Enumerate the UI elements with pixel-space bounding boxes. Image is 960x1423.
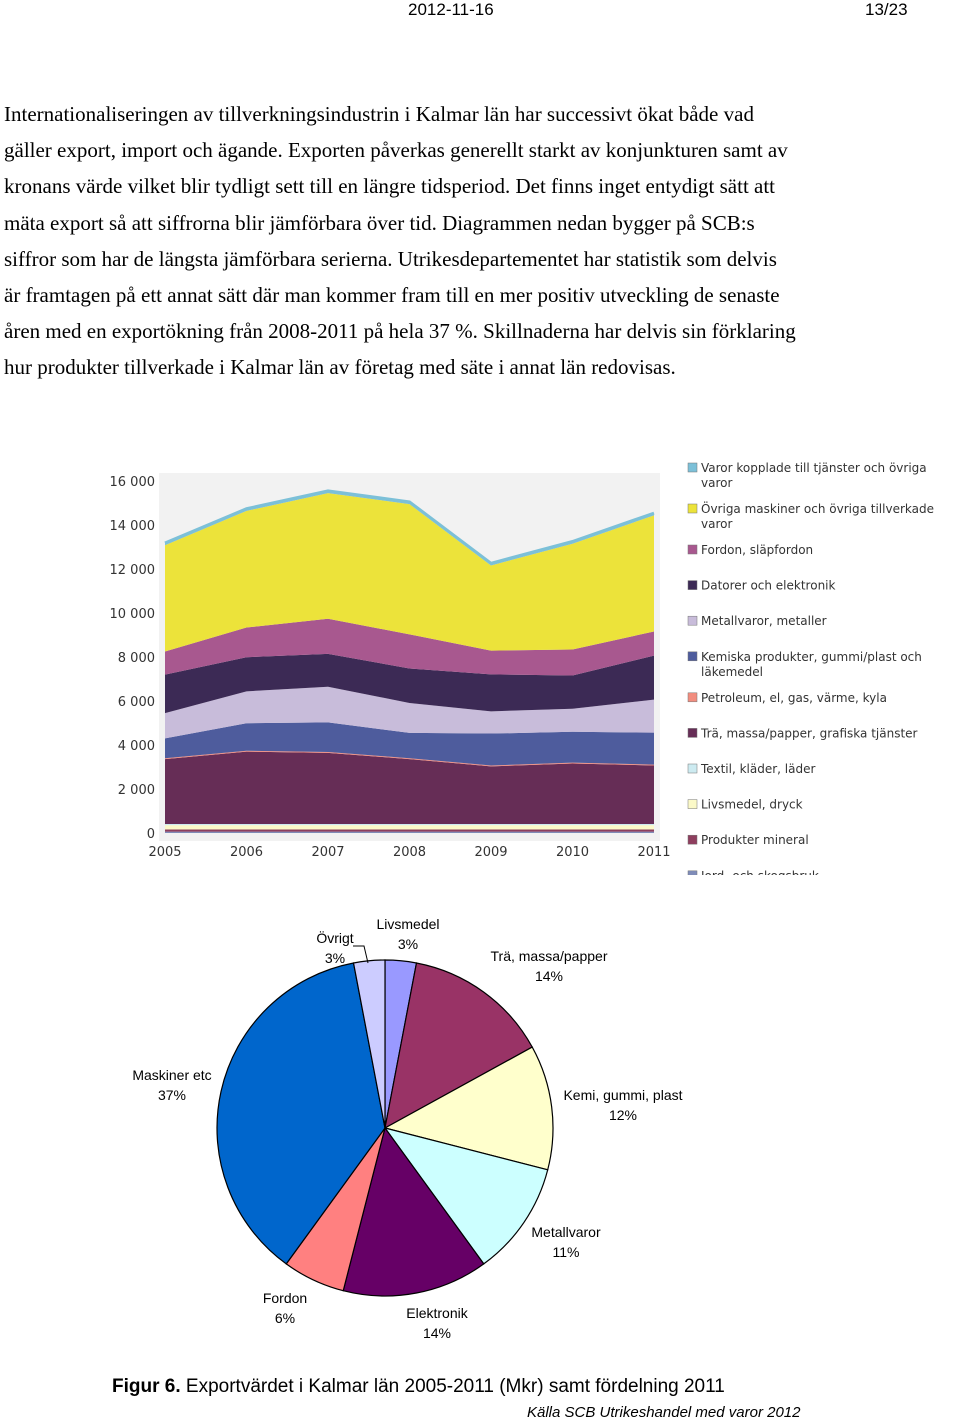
pie-slice-percent: 14% [535,968,563,984]
pie-leader-line [353,945,369,964]
legend-swatch [687,728,698,738]
paragraph-line: kronans värde vilket blir tydligt sett t… [4,174,776,199]
area-series [165,618,654,676]
legend-swatch [687,544,698,555]
legend-swatch [687,763,698,774]
legend-label: Trä, massa/papper, grafiska tjänster [700,726,918,740]
legend-label: Textil, kläder, läder [700,762,815,776]
area-series [165,686,654,739]
pie-slice-percent: 3% [325,950,345,966]
figure-label: Figur 6. [112,1376,181,1397]
y-tick-label: 12 000 [110,563,156,578]
area-series [165,829,654,832]
pie-slice-label: Trä, massa/papper [491,948,608,964]
pie-slice-label: Maskiner etc [132,1067,211,1083]
paragraph-line: siffror som har de längsta jämförbara se… [4,246,777,271]
figure-source: Källa SCB Utrikeshandel med varor 2012 [527,1404,801,1421]
paragraph-line: är framtagen på ett annat sätt där man k… [4,283,780,308]
page-number: 13/23 [865,0,908,19]
area-series [165,751,654,824]
y-tick-label: 16 000 [110,475,156,490]
pie-slice-percent: 12% [609,1107,637,1123]
y-tick-label: 10 000 [110,607,156,622]
x-tick-label: 2009 [474,845,507,860]
figure-caption-text: Exportvärdet i Kalmar län 2005-2011 (Mkr… [180,1376,725,1397]
legend-label: läkemedel [701,665,763,679]
legend-label: Petroleum, el, gas, värme, kyla [701,691,887,705]
y-tick-label: 4 000 [118,739,155,754]
legend-label: Varor kopplade till tjänster och övriga [701,461,927,475]
export-pie-chart: Livsmedel 3% Trä, massa/papper 14% Kemi, gum… [132,916,682,1341]
legend-swatch [687,503,698,514]
pie-slice [383,1046,554,1171]
x-tick-label: 2008 [393,845,426,860]
area-series [165,831,654,833]
pie-slice-label: Kemi, gummi, plast [563,1087,682,1103]
area-series [165,722,654,766]
legend-swatch [687,651,698,662]
paragraph-line: hur produkter tillverkade i Kalmar län a… [4,355,676,380]
area-top-line [164,489,655,565]
area-series [165,653,654,714]
legend-label: Datorer och elektronik [701,579,836,593]
y-tick-label: 0 [147,827,155,842]
pie-slice-percent: 37% [158,1087,186,1103]
pie-slice [384,962,534,1130]
pie-slice [383,1127,549,1265]
area-series [165,750,654,767]
legend-label: Övriga maskiner och övriga tillverkade [701,500,934,516]
legend-label: varor [701,476,732,490]
legend-swatch [687,462,698,473]
legend-swatch [687,799,698,809]
y-tick-label: 2 000 [118,783,155,798]
pie-slice-label: Metallvaror [531,1224,601,1240]
body-paragraph: Internationaliseringen av tillverkningsi… [4,96,924,386]
export-area-chart: 0 2 000 4 000 6 000 8 000 10 000 12 000 14 000 1… [110,461,934,875]
pie-slice-percent: 3% [398,936,418,952]
pie-slice-label: Fordon [263,1290,307,1306]
pie-slice-percent: 11% [553,1244,580,1260]
pie-slice-percent: 6% [275,1310,295,1326]
x-tick-label: 2011 [637,845,670,860]
legend-label: varor [701,517,732,531]
legend-label: Kemiska produkter, gummi/plast och [701,650,922,664]
legend-swatch [687,692,698,703]
legend-label: Metallvaror, metaller [701,614,827,628]
paragraph-line: Internationaliseringen av tillverkningsi… [4,102,754,126]
pie-slice [352,959,386,1129]
paragraph-line: mäta export så att siffrorna blir jämför… [4,210,755,235]
legend-label: Fordon, släpfordon [701,543,813,557]
pie-slice-label: Livsmedel [376,916,439,932]
y-tick-label: 6 000 [118,695,155,710]
legend-swatch [687,834,698,845]
legend-label: Jord- och skogsbruk [700,869,819,875]
y-tick-label: 8 000 [118,651,155,666]
legend-swatch [687,615,698,626]
area-series [165,823,654,826]
pie-slice-label: Övrigt [316,929,353,946]
legend-label: Livsmedel, dryck [701,798,803,812]
header-date: 2012-11-16 [408,0,494,19]
x-tick-label: 2006 [230,845,263,860]
legend-swatch [687,580,698,590]
legend-label: Produkter mineral [701,833,809,847]
y-tick-label: 14 000 [110,519,156,534]
area-series [165,825,654,830]
paragraph-line: gäller export, import och ägande. Export… [4,138,788,163]
pie-slice-label: Elektronik [406,1305,468,1321]
x-tick-label: 2005 [148,845,181,860]
legend-swatch [687,870,698,875]
x-tick-label: 2007 [311,845,344,860]
area-series [165,493,654,652]
pie-slice [216,962,386,1265]
x-tick-label: 2010 [556,845,589,860]
pie-slice [342,1126,485,1297]
pie-slice-percent: 14% [423,1325,451,1341]
figure-caption: Figur 6. Exportvärdet i Kalmar län 2005-… [112,1376,725,1398]
paragraph-line: åren med en exportökning från 2008-2011 … [4,319,796,344]
